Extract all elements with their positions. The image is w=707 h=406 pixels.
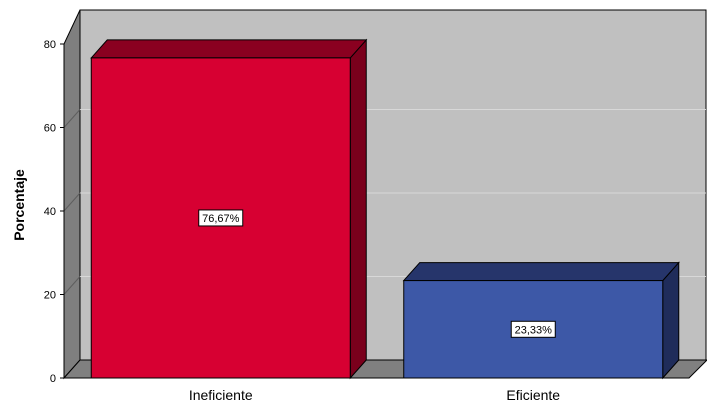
y-tick-label-40: 40 [44,206,56,218]
bar-top-1 [402,262,680,282]
data-label-0: 76,67% [202,213,240,225]
y-tick-label-60: 60 [44,123,56,135]
bars [90,38,680,380]
x-label-1: Eficiente [506,387,560,403]
bar-top-0 [90,39,368,59]
bar-eficiente [402,261,680,380]
data-label-1: 23,33% [515,324,553,336]
bar-front-0 [90,57,351,379]
bar-ineficiente [90,38,368,380]
y-tick-label-80: 80 [44,39,56,51]
bar-side-1 [662,261,680,380]
bar-side-0 [349,38,367,380]
side-gridline-20 [63,276,81,295]
y-axis-title: Porcentaje [11,169,27,241]
side-gridline-40 [63,192,81,212]
x-label-0: Ineficiente [189,387,253,403]
x-category-labels: Ineficiente Eficiente [189,387,560,403]
left-side-wall [63,9,81,380]
data-label-box-0 [198,209,244,227]
y-tick-label-20: 20 [44,290,56,302]
y-ticks: 0 20 40 60 80 [44,39,64,385]
data-label-box-1 [510,320,556,338]
side-gridline-60 [63,109,81,128]
data-labels: 76,67% 23,33% [198,209,556,338]
y-tick-label-0: 0 [50,373,56,385]
